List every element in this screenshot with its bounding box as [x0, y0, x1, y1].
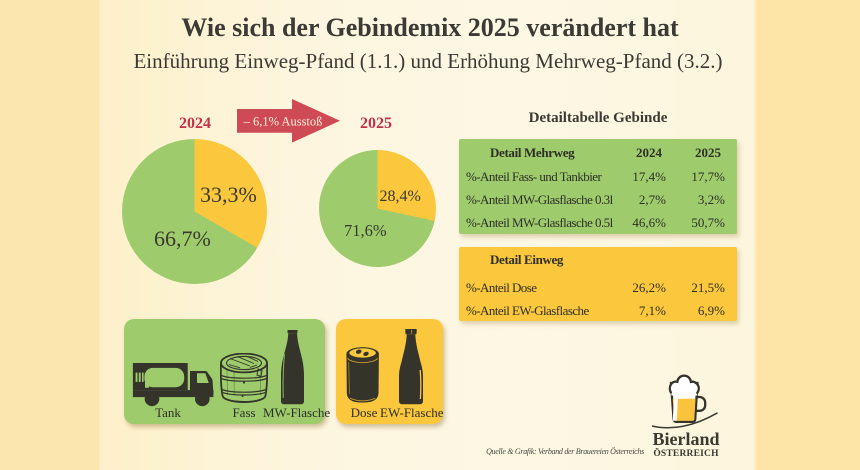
svg-text:– 6,1% Ausstoß: – 6,1% Ausstoß [243, 115, 323, 129]
